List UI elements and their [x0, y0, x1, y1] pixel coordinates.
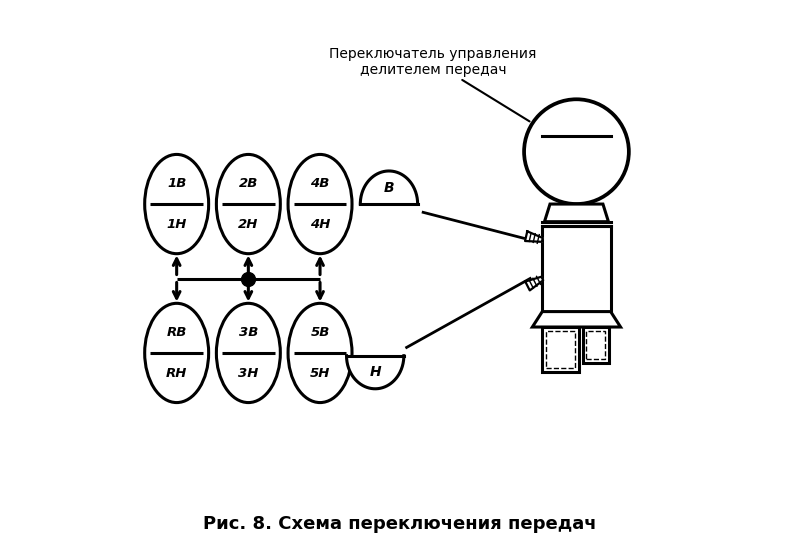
FancyBboxPatch shape: [542, 226, 610, 311]
Ellipse shape: [145, 154, 209, 253]
Text: В: В: [384, 180, 394, 194]
Polygon shape: [526, 277, 543, 290]
Polygon shape: [525, 231, 542, 242]
Text: 2В: 2В: [238, 177, 258, 190]
Text: 1В: 1В: [167, 177, 186, 190]
Text: Переключатель управления
делителем передач: Переключатель управления делителем перед…: [330, 47, 537, 121]
Text: 3В: 3В: [238, 326, 258, 339]
Ellipse shape: [145, 304, 209, 403]
Ellipse shape: [288, 154, 352, 253]
Text: 4В: 4В: [310, 177, 330, 190]
Text: 3Н: 3Н: [238, 367, 258, 380]
Polygon shape: [346, 356, 404, 389]
Text: 5Н: 5Н: [310, 367, 330, 380]
Text: RН: RН: [166, 367, 187, 380]
FancyBboxPatch shape: [546, 331, 575, 368]
Polygon shape: [532, 311, 621, 327]
Circle shape: [524, 99, 629, 204]
Ellipse shape: [288, 304, 352, 403]
Text: 5В: 5В: [310, 326, 330, 339]
Ellipse shape: [216, 304, 280, 403]
FancyBboxPatch shape: [586, 331, 605, 359]
Polygon shape: [545, 204, 609, 222]
Text: 2Н: 2Н: [238, 218, 258, 231]
Text: Н: Н: [370, 365, 381, 379]
Text: 1Н: 1Н: [166, 218, 187, 231]
FancyBboxPatch shape: [582, 327, 609, 363]
Text: 4Н: 4Н: [310, 218, 330, 231]
Text: RВ: RВ: [166, 326, 187, 339]
FancyBboxPatch shape: [542, 327, 579, 372]
Polygon shape: [360, 171, 418, 204]
Ellipse shape: [216, 154, 280, 253]
Text: Рис. 8. Схема переключения передач: Рис. 8. Схема переключения передач: [203, 515, 597, 533]
